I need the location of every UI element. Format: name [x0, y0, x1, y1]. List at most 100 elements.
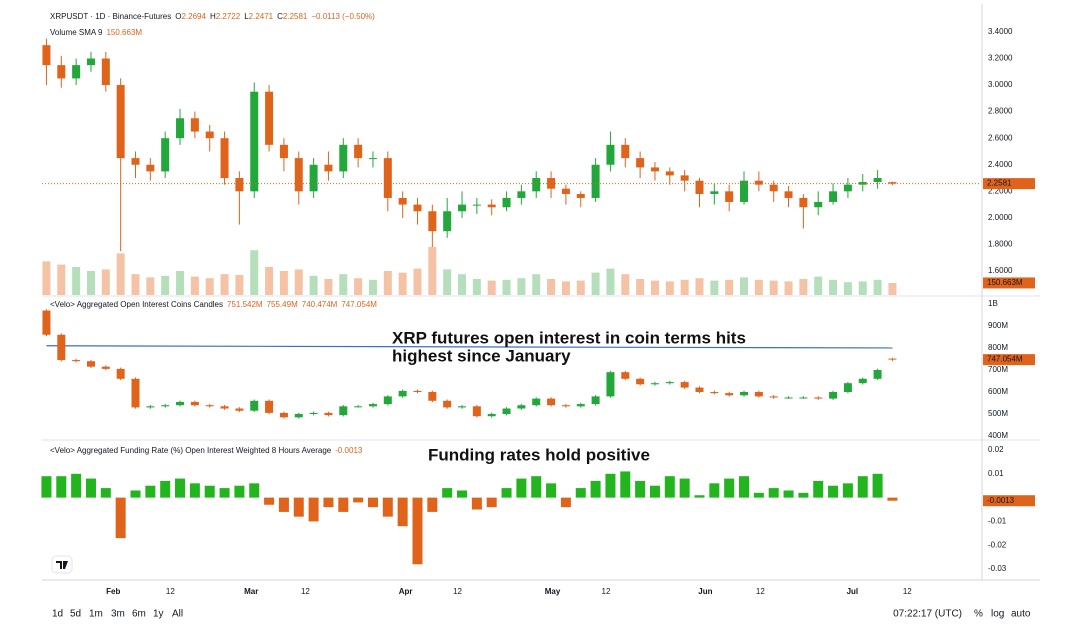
- candle-body: [116, 368, 125, 379]
- funding-bar: [605, 473, 616, 498]
- candle-body: [458, 406, 467, 408]
- range-button[interactable]: 1m: [89, 609, 103, 620]
- funding-bar: [887, 497, 898, 501]
- candle-body: [665, 171, 674, 176]
- candle-body: [57, 334, 66, 361]
- funding-bar: [100, 488, 111, 498]
- funding-bar: [842, 483, 853, 498]
- candle-body: [665, 382, 674, 384]
- last-value-badge: [983, 354, 1035, 366]
- volume-bar: [740, 277, 749, 295]
- volume-bar: [769, 280, 778, 295]
- range-button[interactable]: 1d: [52, 609, 63, 620]
- y-tick-label: 700M: [988, 365, 1008, 374]
- volume-bar: [368, 279, 377, 295]
- x-tick-label: Jul: [847, 587, 859, 596]
- volume-bar: [131, 274, 140, 295]
- legend: <Velo> Aggregated Open Interest Coins Ca…: [50, 300, 377, 309]
- candle-body: [443, 211, 452, 232]
- last-value-label: 2.2581: [987, 179, 1012, 188]
- candle-body: [829, 191, 838, 202]
- funding-bar: [204, 485, 215, 498]
- candle-body: [368, 158, 377, 160]
- candle-body: [42, 310, 51, 335]
- volume-bar: [754, 279, 763, 295]
- funding-bar: [234, 485, 245, 498]
- y-tick-label: 2.4000: [988, 160, 1013, 169]
- scale-option[interactable]: log: [991, 609, 1004, 620]
- volume-bar: [606, 268, 615, 295]
- candle-body: [116, 85, 125, 159]
- volume-bar: [858, 281, 867, 295]
- candle-body: [650, 383, 659, 385]
- candle-body: [576, 193, 585, 198]
- legend: XRPUSDT · 1D · Binance-Futures O2.2694 H2.…: [50, 12, 375, 21]
- funding-bar: [471, 497, 482, 510]
- candle-body: [101, 58, 110, 86]
- candle-body: [502, 408, 511, 415]
- range-button[interactable]: All: [172, 609, 183, 620]
- candle-body: [606, 144, 615, 165]
- candle-body: [294, 414, 303, 418]
- candle-body: [428, 392, 437, 401]
- funding-bar: [516, 478, 527, 498]
- candle-body: [354, 406, 363, 408]
- funding-bar: [664, 476, 675, 498]
- funding-bar: [115, 497, 126, 539]
- scale-option[interactable]: auto: [1011, 609, 1031, 620]
- candle-body: [725, 393, 734, 396]
- volume-bar: [72, 267, 81, 295]
- funding-bar: [457, 490, 468, 498]
- last-value-label: 747.054M: [987, 355, 1023, 364]
- annotation: XRP futures open interest in coin terms …: [392, 328, 746, 347]
- y-tick-label: 3.4000: [988, 27, 1013, 36]
- volume-bar: [547, 279, 556, 295]
- range-button[interactable]: 3m: [111, 609, 125, 620]
- legend: <Velo> Aggregated Funding Rate (%) Open …: [50, 446, 363, 455]
- candle-body: [205, 131, 214, 139]
- candle-body: [190, 401, 199, 406]
- candle-body: [235, 408, 244, 411]
- candle-body: [339, 406, 348, 416]
- x-tick-label: 12: [756, 587, 765, 596]
- candle-body: [383, 396, 392, 405]
- candle-body: [532, 178, 541, 192]
- volume-bar: [294, 269, 303, 295]
- candle-body: [220, 406, 229, 409]
- volume-bar: [235, 275, 244, 295]
- volume-bar: [725, 279, 734, 295]
- candle-body: [176, 401, 185, 406]
- volume-bar: [576, 280, 585, 295]
- funding-bar: [709, 483, 720, 498]
- candle-body: [398, 390, 407, 397]
- candle-body: [591, 164, 600, 198]
- volume-bar: [57, 264, 66, 295]
- range-button[interactable]: 5d: [70, 609, 81, 620]
- candle-body: [636, 158, 645, 168]
- funding-bar: [620, 471, 631, 498]
- x-tick-label: Jun: [698, 587, 712, 596]
- candle-body: [42, 45, 51, 66]
- funding-bar: [486, 497, 497, 508]
- candle-body: [205, 405, 214, 407]
- legend-value: 2.2581: [283, 12, 308, 21]
- candle-body: [576, 404, 585, 407]
- funding-bar: [367, 497, 378, 508]
- volume-bar: [265, 267, 274, 295]
- volume-bar: [591, 272, 600, 295]
- candle-body: [413, 204, 422, 212]
- candle-body: [710, 191, 719, 194]
- candle-body: [858, 182, 867, 185]
- candle-body: [250, 400, 259, 411]
- y-tick-label: 800M: [988, 343, 1008, 352]
- volume-bar: [339, 274, 348, 295]
- scale-option[interactable]: %: [974, 609, 983, 620]
- funding-bar: [278, 497, 289, 512]
- candle-body: [235, 178, 244, 192]
- volume-bar: [532, 274, 541, 295]
- range-button[interactable]: 1y: [153, 609, 164, 620]
- legend-value: 150.663M: [106, 28, 142, 37]
- range-button[interactable]: 6m: [132, 609, 146, 620]
- y-tick-label: 400M: [988, 431, 1008, 440]
